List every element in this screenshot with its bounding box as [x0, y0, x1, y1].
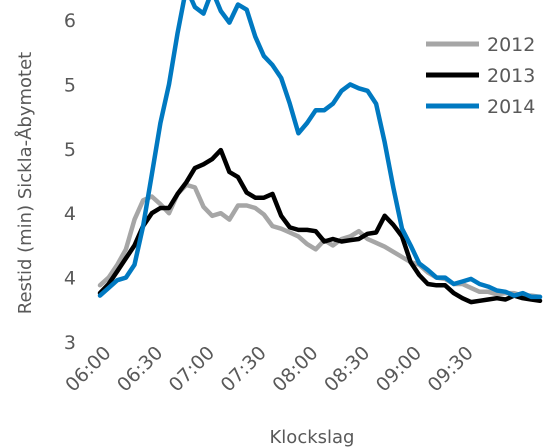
- y-axis-title: Restid (min) Sickla-Åbymotet: [14, 52, 36, 314]
- legend: 2012 2013 2014: [426, 34, 535, 118]
- x-tick-label: 07:00: [165, 342, 219, 396]
- x-tick-label: 06:30: [113, 342, 167, 396]
- y-tick-label: 4: [64, 268, 76, 290]
- x-tick-label: 08:30: [320, 342, 374, 396]
- y-tick-label: 4: [64, 203, 76, 225]
- y-tick-label: 5: [64, 74, 76, 96]
- legend-label-2013: 2013: [487, 65, 535, 87]
- x-tick-label: 09:00: [372, 342, 426, 396]
- y-axis-ticks: 3 4 4 5 5 6: [64, 10, 76, 354]
- x-tick-label: 08:00: [268, 342, 322, 396]
- legend-label-2014: 2014: [487, 96, 535, 118]
- y-tick-label: 5: [64, 139, 76, 161]
- series-line-2013: [97, 147, 543, 305]
- x-tick-label: 07:30: [217, 342, 271, 396]
- x-axis-title: Klockslag: [270, 427, 355, 448]
- legend-label-2012: 2012: [487, 34, 535, 56]
- x-tick-label: 09:30: [424, 342, 478, 396]
- y-tick-label: 3: [64, 332, 76, 354]
- series-line-2014: [97, 0, 543, 300]
- y-tick-label: 6: [64, 10, 76, 32]
- series-lines: [97, 0, 543, 305]
